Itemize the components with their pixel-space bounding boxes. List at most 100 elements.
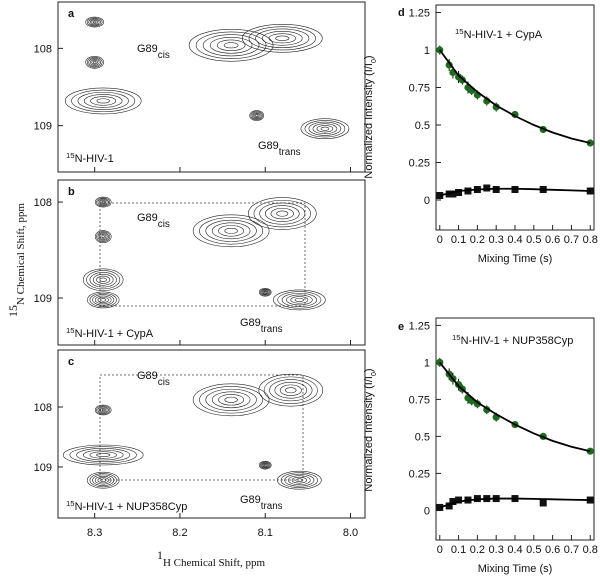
contour-ring <box>262 290 268 294</box>
peak <box>247 197 317 230</box>
contour-ring <box>264 205 300 222</box>
panel-letter: c <box>68 356 74 368</box>
contour-ring <box>304 120 346 138</box>
y-axis-title-part: 0 <box>371 372 378 376</box>
contour-ring <box>253 199 311 228</box>
contour-ring <box>94 196 112 208</box>
point <box>445 61 453 69</box>
annotation: 15N-HIV-1 + CypA <box>66 326 154 341</box>
contour-ring <box>218 394 245 406</box>
x-axis-title-part: H Chemical Shift, ppm <box>163 557 265 569</box>
y-tick-label: 109 <box>34 293 52 305</box>
contour-ring <box>288 475 311 486</box>
contour-ring <box>277 291 322 309</box>
contour-ring <box>89 451 117 459</box>
x-tick-label: 0.5 <box>526 234 541 246</box>
peak <box>94 404 112 416</box>
x-tick-label: 0.5 <box>526 544 541 556</box>
contour-ring <box>99 277 107 282</box>
contour-ring <box>100 298 107 302</box>
contour-ring <box>284 473 315 487</box>
plot-frame <box>435 317 595 541</box>
peak <box>86 471 120 489</box>
cis-label-part: G89 <box>137 212 158 224</box>
fit-curve <box>439 361 591 453</box>
contour-ring <box>291 476 307 484</box>
x-tick-label: 0.1 <box>451 544 466 556</box>
x-tick-label: 0.8 <box>583 234 598 246</box>
y-tick-label: 109 <box>34 121 52 133</box>
contour-ring <box>252 112 261 119</box>
y-tick-label: 0.75 <box>409 394 430 406</box>
x-tick-label: 0.8 <box>583 544 598 556</box>
annotation: 15N-HIV-1 <box>66 151 114 166</box>
contour-ring <box>199 217 264 245</box>
trans-label: G89trans <box>258 140 301 158</box>
contour-ring <box>241 24 323 53</box>
contour-ring <box>249 110 264 121</box>
contour-ring <box>101 235 105 238</box>
annotation-part: N-HIV-1 + NUP358Cyp <box>461 335 574 347</box>
x-axis-title: Mixing Time (s) <box>478 253 553 265</box>
annotation-part: N-HIV-1 <box>75 153 114 165</box>
contour-ring <box>92 60 97 64</box>
contour-ring <box>89 58 100 66</box>
contour-ring <box>251 111 262 120</box>
point <box>449 498 457 506</box>
point <box>455 189 463 196</box>
contour-ring <box>100 234 107 239</box>
contour-ring <box>100 200 107 205</box>
peak <box>258 373 324 407</box>
contour-ring <box>300 118 350 140</box>
point <box>449 190 457 198</box>
contour-ring <box>286 294 313 306</box>
cis-label-part: G89 <box>137 43 158 55</box>
contour-ring <box>101 200 105 204</box>
contour-ring <box>308 121 342 136</box>
contour-ring <box>94 295 112 305</box>
contour-ring <box>90 96 117 106</box>
x-tick-label: 8.2 <box>172 527 187 539</box>
y-axis-title-part: 0 <box>371 59 378 63</box>
contour-ring <box>192 383 270 417</box>
contour-ring <box>274 381 308 399</box>
x-tick-label: 0.3 <box>489 544 504 556</box>
y-axis-title-part: N Chemical Shift, ppm <box>15 203 27 305</box>
contour-ring <box>97 232 109 241</box>
peak <box>85 16 104 28</box>
contour-ring <box>88 18 101 26</box>
contour-ring <box>205 219 257 242</box>
x-tick-label: 0.6 <box>545 234 560 246</box>
contour-ring <box>281 292 317 307</box>
y-tick-label: 0 <box>424 505 430 517</box>
peak <box>188 28 274 62</box>
annotation-part: 15 <box>66 151 75 160</box>
annotation-part: N-HIV-1 + NUP358Cyp <box>75 501 188 513</box>
cis-label-part: cis <box>158 219 170 230</box>
contour-ring <box>92 273 114 286</box>
y-tick-label: 108 <box>34 197 52 209</box>
contour-ring <box>260 462 270 469</box>
contour-ring <box>255 114 259 117</box>
contour-ring <box>96 275 111 284</box>
contour-ring <box>254 113 260 118</box>
contour-ring <box>258 287 272 297</box>
point <box>586 447 594 455</box>
y-axis-title-part: 15 <box>6 305 20 317</box>
y-tick-label: 108 <box>34 402 52 414</box>
contour-ring <box>258 460 272 470</box>
contour-ring <box>273 289 326 311</box>
x-tick-label: 0.4 <box>507 234 522 246</box>
cis-label: G89cis <box>137 370 170 388</box>
contour-ring <box>276 210 289 217</box>
contour-ring <box>247 197 317 230</box>
contour-ring <box>263 291 267 294</box>
contour-ring <box>192 214 270 248</box>
y-axis-title: Normalized Intensity (I/I0) <box>363 368 378 491</box>
y-tick-label: 0.5 <box>415 120 430 132</box>
contour-ring <box>216 39 246 51</box>
contour-ring <box>97 296 109 303</box>
contour-ring <box>98 199 108 205</box>
contour-ring <box>94 230 112 243</box>
